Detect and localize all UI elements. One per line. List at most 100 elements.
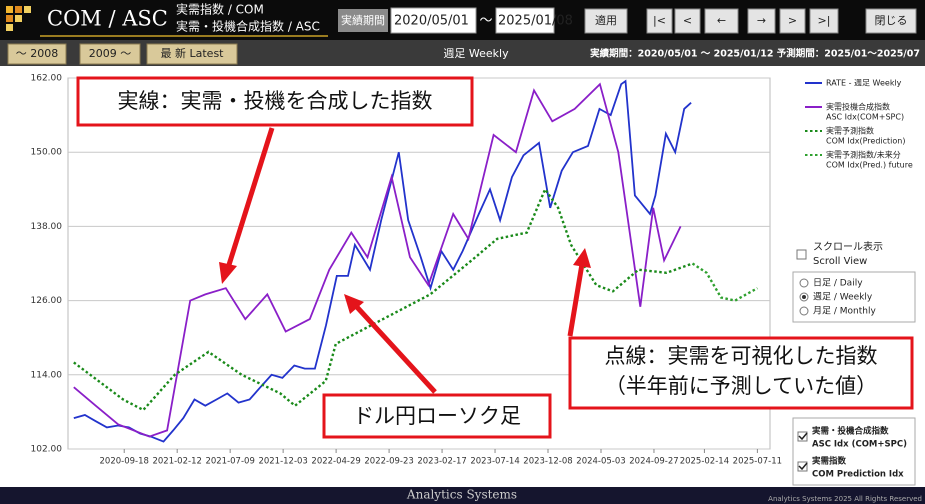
nav-button[interactable] (704, 8, 739, 34)
subtitle: 実需・投機合成指数 / ASC (176, 19, 320, 34)
nav-label[interactable]: ← (717, 14, 726, 27)
radio-label[interactable]: 日足 / Daily (813, 278, 863, 289)
series-line (691, 262, 758, 302)
x-tick-label: 2021-12-03 (258, 457, 307, 467)
y-tick-label: 102.00 (31, 445, 63, 455)
nav-label[interactable]: >| (818, 14, 831, 27)
chart-title: 週足 Weekly (443, 47, 509, 60)
x-tick-label: 2022-09-23 (364, 457, 413, 467)
annotation: （半年前に予測していた値） (605, 374, 877, 398)
radio-label[interactable]: 月足 / Monthly (813, 306, 876, 317)
nav-buttons: |< < ← → > >| (646, 8, 839, 34)
y-tick-label: 126.00 (31, 296, 63, 306)
annotation-box (322, 393, 552, 439)
legend-label: 実需投機合成指数 (826, 102, 890, 112)
arrow (354, 304, 437, 394)
y-tick-label: 138.00 (31, 222, 63, 232)
period-info: 実績期間：2020/05/01 ～ 2025/01/12 予測期間：2025/0… (590, 48, 920, 60)
tab-label[interactable]: 最 新 Latest (161, 46, 225, 60)
x-tick-label: 2021-07-09 (205, 457, 254, 467)
start-date-input[interactable] (390, 7, 477, 34)
end-date-input[interactable] (495, 7, 555, 34)
x-tick-label: 2025-07-11 (733, 457, 782, 467)
subtitle: 実需指数 / COM (176, 2, 264, 17)
nav-button[interactable] (674, 8, 701, 34)
x-tick-label: 2024-05-03 (576, 457, 625, 467)
y-tick-label: 162.00 (31, 74, 63, 84)
nav-label[interactable]: → (757, 14, 766, 27)
legend-label: 実需予測指数 (826, 126, 874, 136)
x-tick-label: 2023-02-17 (417, 457, 466, 467)
scroll-label: スクロール表示 (813, 240, 883, 253)
tab[interactable] (7, 43, 67, 65)
arrow (225, 127, 275, 269)
annotations: 実線：実需・投機を合成した指数 点線：実需を可視化した指数 （半年前に予測してい… (76, 76, 914, 439)
legend-label: RATE - 週足 Weekly (826, 79, 902, 88)
legend-sublabel: COM Idx(Pred.) future (826, 161, 913, 170)
series-checkbox[interactable] (797, 461, 808, 472)
footer-right: Analytics Systems 2025 All Rights Reserv… (768, 495, 922, 503)
y-tick-label: 114.00 (31, 370, 63, 380)
close-button[interactable] (865, 8, 917, 34)
annotation: 点線：実需を可視化した指数 (605, 344, 878, 368)
footer-bar (0, 487, 925, 504)
tab[interactable] (79, 43, 141, 65)
nav-label[interactable]: > (788, 14, 797, 27)
apply-button[interactable] (584, 8, 628, 34)
legend-label: 実需予測指数/未来分 (826, 150, 901, 160)
legend-sublabel: ASC Idx(COM+SPC) (826, 113, 904, 122)
check (798, 462, 808, 471)
period-label-box (338, 9, 388, 32)
x-tick-label: 2020-09-18 (100, 457, 149, 467)
tab-label[interactable]: ～ 2008 (16, 47, 59, 60)
annotation: ドル円ローソク足 (353, 404, 521, 428)
period-label: 実績期間 (341, 13, 385, 27)
annotation-box (568, 336, 914, 410)
arrow (567, 263, 585, 337)
series-check-label: 実需・投機合成指数 (812, 426, 889, 437)
end-date[interactable]: 2025/01/08 (498, 14, 573, 29)
logo-title: COM / ASC (47, 7, 168, 31)
series-check-label: ASC Idx (COM+SPC) (812, 440, 907, 450)
nav-button[interactable] (809, 8, 839, 34)
tab-label[interactable]: 2009 ～ (89, 47, 132, 60)
tilde: ～ (479, 14, 492, 29)
y-tick-label: 150.00 (31, 148, 63, 158)
interval-box (792, 271, 916, 323)
radio[interactable] (799, 278, 809, 288)
series-checkbox[interactable] (797, 431, 808, 442)
check (798, 432, 808, 441)
series-box (792, 417, 916, 486)
scroll-label-en: Scroll View (813, 256, 867, 267)
x-tick-label: 2022-04-29 (311, 457, 360, 467)
nav-label[interactable]: |< (653, 14, 666, 27)
x-tick-label: 2023-12-08 (523, 457, 572, 467)
series-check-label: COM Prediction Idx (812, 470, 904, 480)
scroll-checkbox[interactable] (796, 249, 807, 260)
tab[interactable] (146, 43, 238, 65)
series-line (73, 82, 682, 438)
logo (6, 6, 31, 31)
annotation-box (76, 76, 474, 127)
radio[interactable] (799, 306, 809, 316)
start-date[interactable]: 2020/05/01 (394, 14, 469, 29)
nav-button[interactable] (747, 8, 776, 34)
nav-button[interactable] (779, 8, 806, 34)
legend-sublabel: COM Idx(Prediction) (826, 137, 905, 146)
nav-button[interactable] (646, 8, 673, 34)
radio-label[interactable]: 週足 / Weekly (813, 292, 873, 303)
close-label[interactable]: 閉じる (875, 14, 908, 27)
x-tick-label: 2025-02-14 (680, 457, 729, 467)
radio-dot (802, 295, 806, 299)
x-tick-label: 2021-02-12 (152, 457, 201, 467)
series-check-label: 実需指数 (812, 456, 847, 467)
arrow-head (573, 248, 591, 268)
apply-label[interactable]: 適用 (595, 13, 617, 27)
nav-label[interactable]: < (683, 14, 692, 27)
annotation: 実線：実需・投機を合成した指数 (118, 89, 433, 113)
arrow-head (344, 294, 364, 314)
controls: スクロール表示 Scroll View 日足 / Daily 週足 / Weekly 月… (792, 240, 916, 486)
